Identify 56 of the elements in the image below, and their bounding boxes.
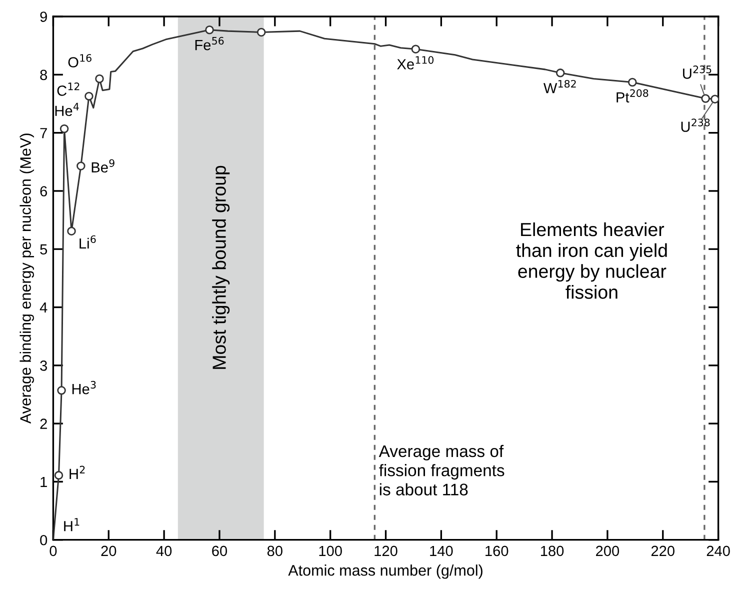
annotation: U$^{238}$ xyxy=(681,118,710,132)
x-tick-label: 40 xyxy=(156,546,172,556)
annotation: Elements heavier than iron can yield energy by nuclear fission xyxy=(516,222,667,299)
annotation: Fe$^{56}$ xyxy=(195,36,224,50)
point xyxy=(76,162,86,170)
point xyxy=(57,386,66,395)
y-axis-title: Average binding energy per nucleon (MeV) xyxy=(20,134,34,424)
y-tick-label: 7 xyxy=(40,128,47,138)
annotation: H$^{2}$ xyxy=(70,466,85,479)
x-tick-label: 220 xyxy=(651,546,674,556)
x-tick-label: 180 xyxy=(540,546,564,556)
annotation: He$^{4}$ xyxy=(55,102,79,116)
point xyxy=(556,68,565,78)
x-tick-label: 100 xyxy=(319,546,342,556)
point xyxy=(54,470,64,480)
point xyxy=(67,226,76,236)
point xyxy=(256,28,266,37)
x-tick-label: 80 xyxy=(267,546,282,556)
band-label: Most tightly bound group xyxy=(212,166,230,369)
y-tick-label: 4 xyxy=(40,302,48,313)
y-tick-label: 8 xyxy=(40,70,48,80)
x-axis-title: Atomic mass number (g/mol) xyxy=(288,564,482,579)
point xyxy=(84,92,94,101)
annotation: He$^{3}$ xyxy=(72,380,96,394)
x-tick-label: 20 xyxy=(101,546,116,556)
annotation: Li$^{6}$ xyxy=(80,235,96,248)
annotation: Pt$^{208}$ xyxy=(616,89,648,103)
x-tick-label: 0 xyxy=(50,546,57,556)
y-tick-label: 9 xyxy=(40,12,47,22)
y-tick-label: 3 xyxy=(40,360,48,371)
y-tick-label: 0 xyxy=(40,534,48,546)
y-tick-label: 5 xyxy=(40,244,48,255)
x-tick-label: 120 xyxy=(374,546,398,556)
point xyxy=(60,124,69,134)
y-tick-label: 1 xyxy=(40,476,47,487)
x-tick-label: 140 xyxy=(430,546,453,556)
ref-line-label: Average mass of fission fragments is about 118 xyxy=(378,444,504,496)
point xyxy=(628,78,637,87)
point xyxy=(95,74,104,84)
x-tick-label: 200 xyxy=(596,546,620,556)
annotation: Be$^{9}$ xyxy=(92,159,114,173)
y-tick-label: 2 xyxy=(40,418,47,429)
y-tick-label: 6 xyxy=(40,186,48,196)
point xyxy=(411,44,420,54)
point xyxy=(710,94,718,104)
annotation: O$^{16}$ xyxy=(68,54,92,68)
annotation: U$^{235}$ xyxy=(683,66,712,79)
annotation: H$^{1}$ xyxy=(64,518,80,532)
annotation: Xe$^{110}$ xyxy=(397,56,434,70)
x-tick-label: 60 xyxy=(212,546,228,556)
annotation: W$^{182}$ xyxy=(543,80,576,94)
point xyxy=(701,94,710,103)
x-tick-label: 160 xyxy=(486,546,508,556)
point xyxy=(205,26,214,34)
annotation: C$^{12}$ xyxy=(57,82,80,96)
x-tick-label: 240 xyxy=(706,546,730,556)
